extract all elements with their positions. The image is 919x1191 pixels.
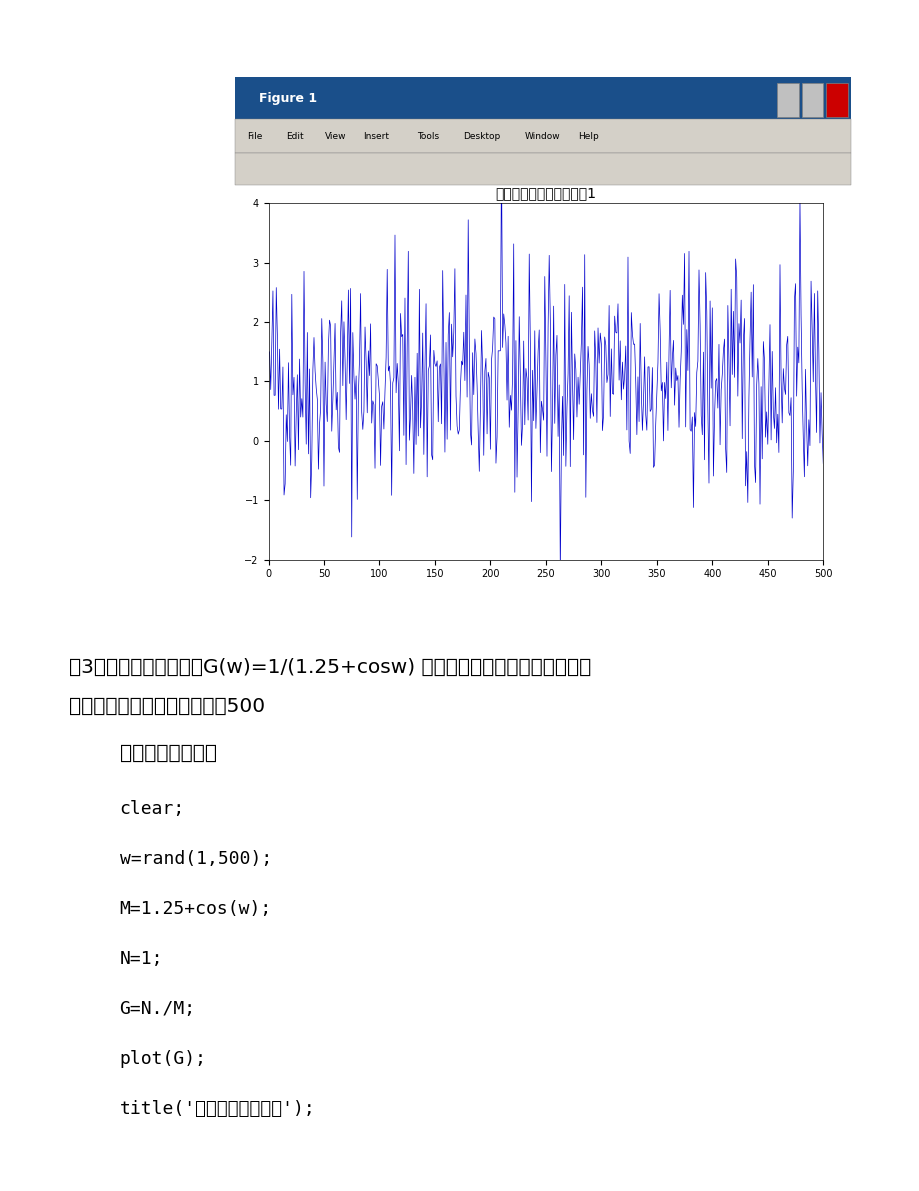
Text: w=rand(1,500);: w=rand(1,500); xyxy=(119,850,271,868)
Text: 用均匀采样方法，采样点数为500: 用均匀采样方法，采样点数为500 xyxy=(69,697,265,716)
FancyBboxPatch shape xyxy=(234,154,850,185)
FancyBboxPatch shape xyxy=(234,119,850,154)
Text: G=N./M;: G=N./M; xyxy=(119,1000,196,1018)
Text: title('均匀采样功率频谱');: title('均匀采样功率频谱'); xyxy=(119,1100,315,1118)
Text: File: File xyxy=(246,132,262,141)
FancyBboxPatch shape xyxy=(777,82,798,117)
Text: Figure 1: Figure 1 xyxy=(259,92,317,105)
Text: clear;: clear; xyxy=(119,800,185,818)
FancyBboxPatch shape xyxy=(234,77,850,119)
Text: N=1;: N=1; xyxy=(119,950,163,968)
Text: Window: Window xyxy=(524,132,560,141)
Text: Insert: Insert xyxy=(363,132,389,141)
Title: 正态分布，均値方差都为1: 正态分布，均値方差都为1 xyxy=(494,187,596,200)
Text: Help: Help xyxy=(577,132,598,141)
Text: Tools: Tools xyxy=(416,132,438,141)
Text: 3、画出功率谱密度为G(w)=1/(1.25+cosw) 的功率谱图（一个周期内），采: 3、画出功率谱密度为G(w)=1/(1.25+cosw) 的功率谱图（一个周期内… xyxy=(69,657,591,676)
Text: plot(G);: plot(G); xyxy=(119,1050,207,1068)
FancyBboxPatch shape xyxy=(825,82,847,117)
Text: Edit: Edit xyxy=(286,132,303,141)
Text: View: View xyxy=(324,132,346,141)
Text: 程序及图形如下：: 程序及图形如下： xyxy=(119,744,216,763)
FancyBboxPatch shape xyxy=(800,82,823,117)
Text: Desktop: Desktop xyxy=(463,132,500,141)
Text: M=1.25+cos(w);: M=1.25+cos(w); xyxy=(119,900,271,918)
